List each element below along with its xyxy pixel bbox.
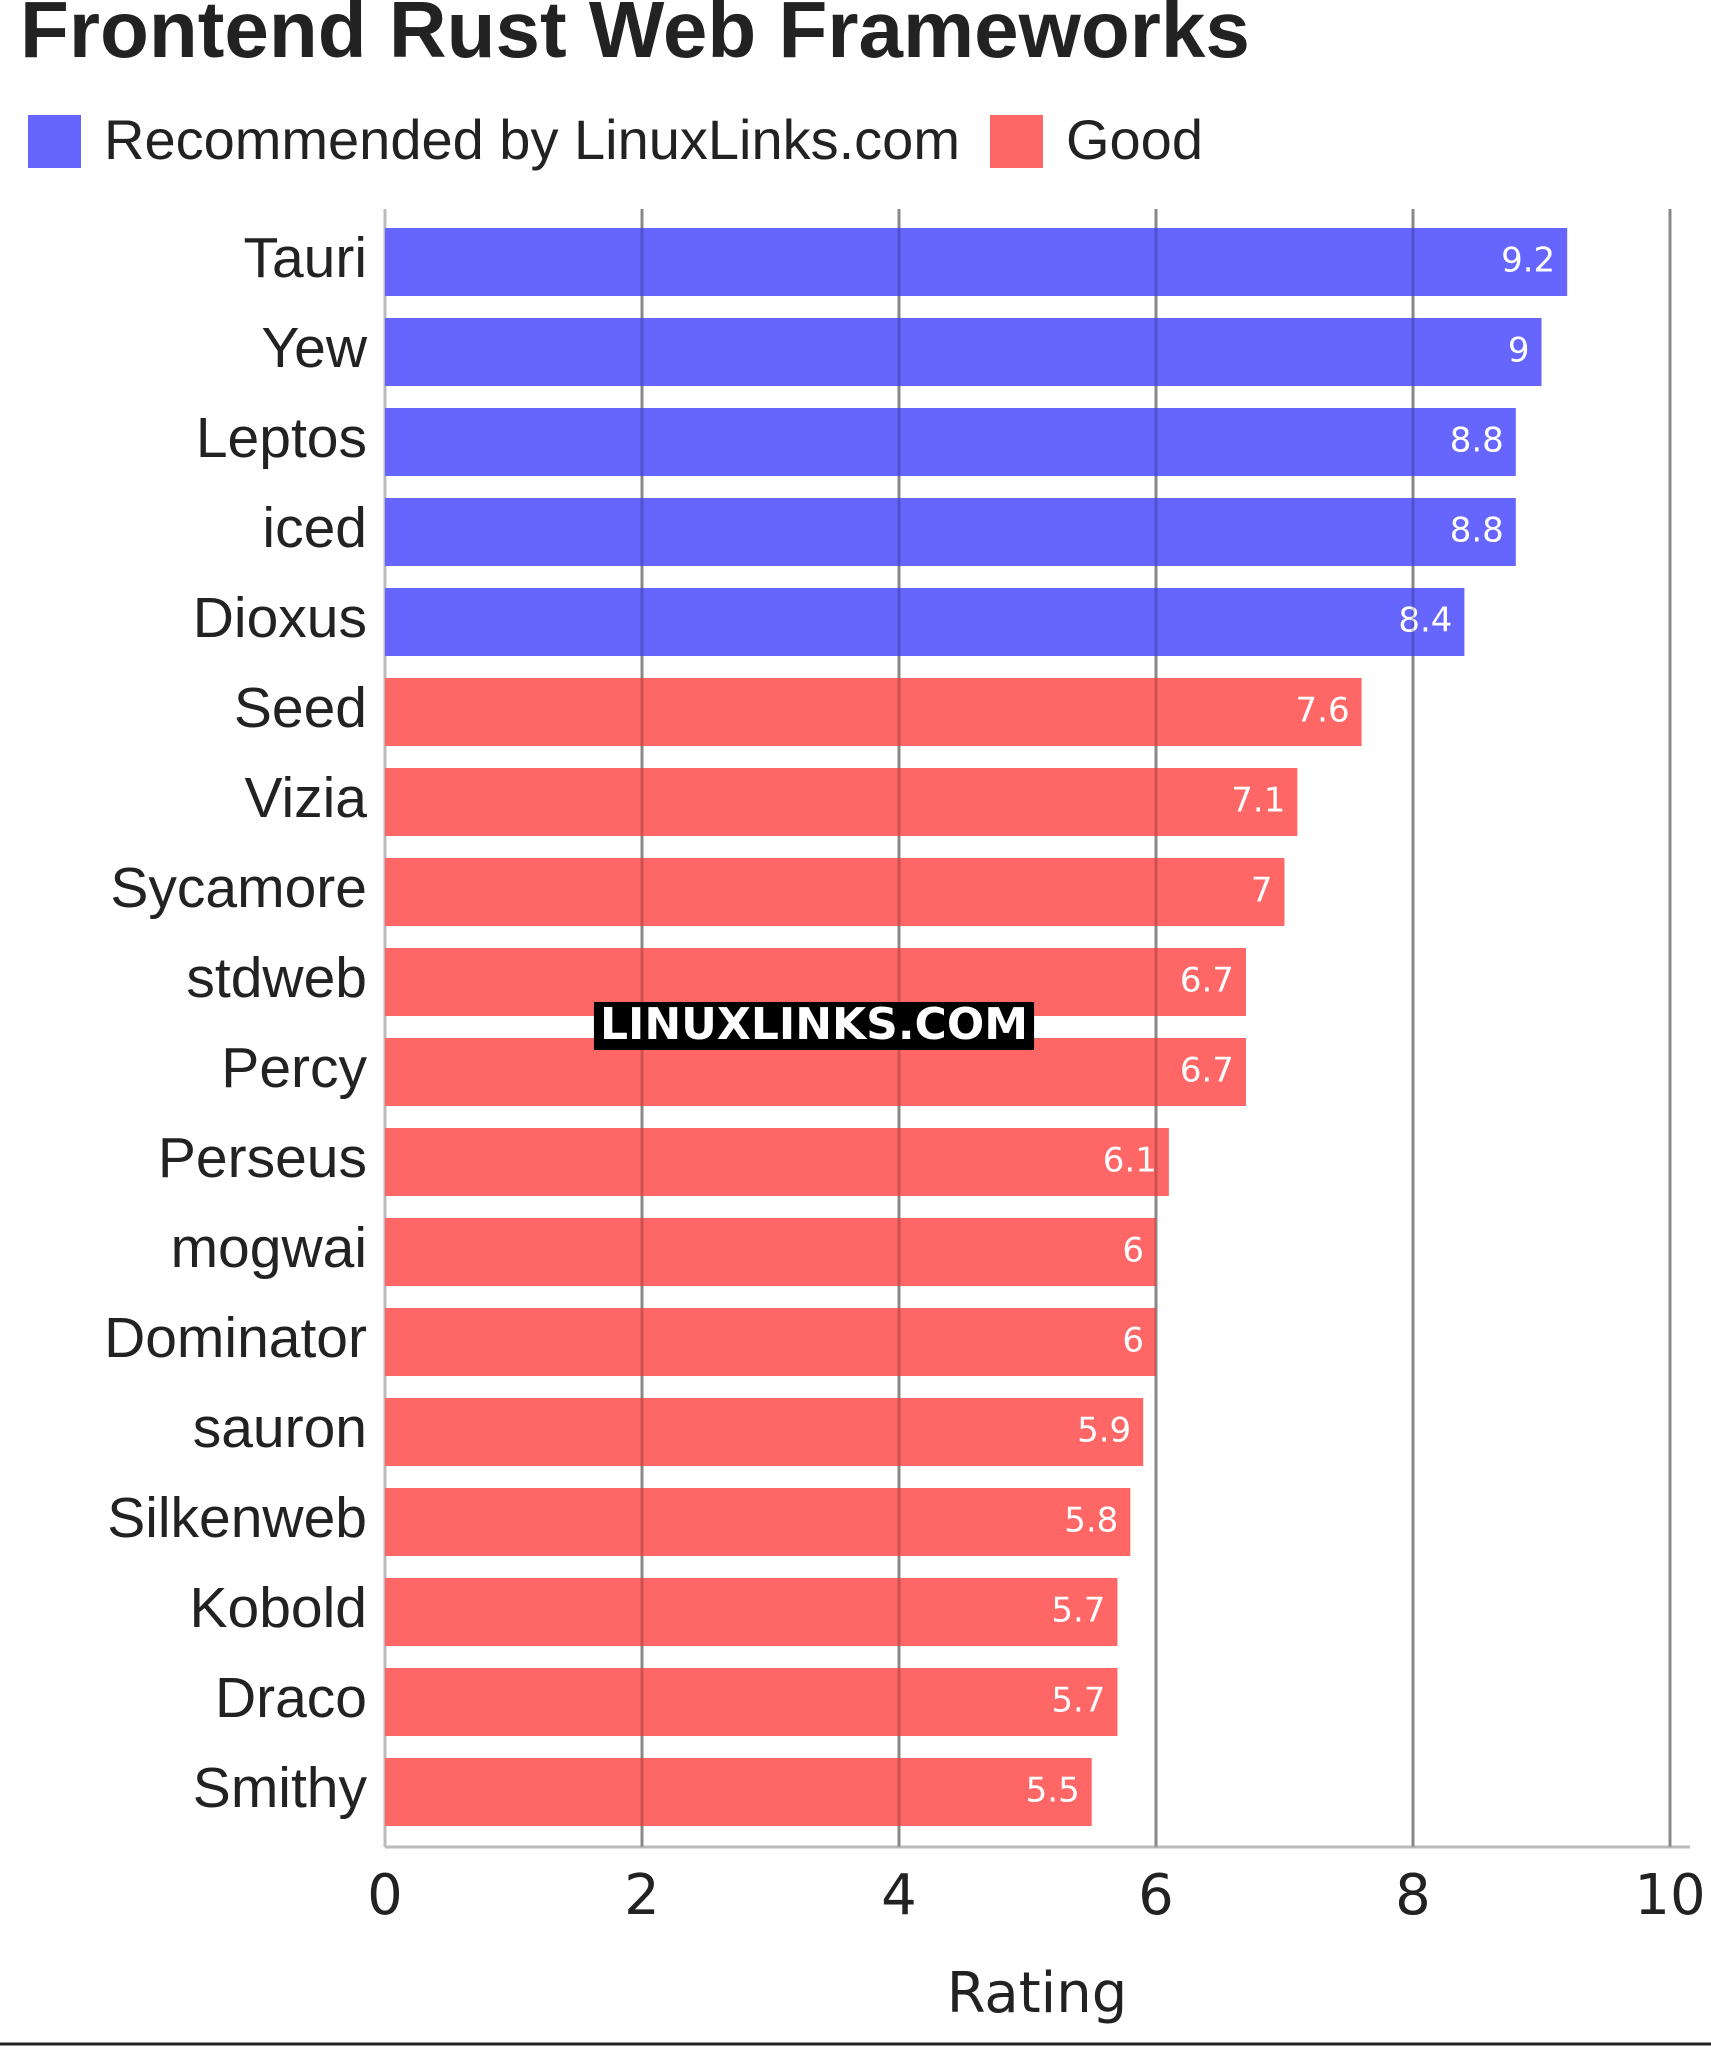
legend-swatch xyxy=(989,115,1043,168)
value-label: 8.8 xyxy=(1450,511,1504,551)
bar xyxy=(385,228,1568,296)
value-label: 7 xyxy=(1251,871,1273,911)
x-tick-label: 8 xyxy=(1395,1863,1431,1928)
y-tick-label: Smithy xyxy=(193,1756,368,1820)
value-label: 6.7 xyxy=(1180,1051,1234,1091)
bar xyxy=(385,498,1516,566)
y-tick-label: Kobold xyxy=(190,1576,368,1640)
y-tick-label: stdweb xyxy=(186,946,367,1010)
x-tick-label: 6 xyxy=(1138,1863,1174,1928)
bar xyxy=(385,1578,1118,1646)
value-label: 9 xyxy=(1508,331,1530,371)
bar xyxy=(385,768,1298,836)
x-tick-label: 2 xyxy=(624,1863,660,1928)
value-label: 9.2 xyxy=(1501,241,1555,281)
y-tick-label: Yew xyxy=(261,316,367,380)
y-tick-label: Leptos xyxy=(196,406,367,470)
bar xyxy=(385,1488,1131,1556)
y-tick-label: Perseus xyxy=(158,1126,367,1190)
bar xyxy=(385,678,1362,746)
value-label: 6.1 xyxy=(1103,1141,1157,1181)
bar xyxy=(385,1758,1092,1826)
value-label: 6.7 xyxy=(1180,961,1234,1001)
y-tick-label: Tauri xyxy=(243,226,367,290)
y-tick-label: iced xyxy=(262,496,367,560)
y-tick-label: sauron xyxy=(193,1396,367,1460)
y-tick-label: Seed xyxy=(234,676,367,740)
y-tick-label: Vizia xyxy=(244,766,367,830)
bar xyxy=(385,1398,1144,1466)
bar xyxy=(385,858,1285,926)
watermark: LINUXLINKS.COM xyxy=(600,999,1028,1050)
value-label: 5.8 xyxy=(1064,1501,1118,1541)
value-label: 5.9 xyxy=(1077,1411,1131,1451)
y-tick-label: Dominator xyxy=(104,1306,367,1370)
value-label: 6 xyxy=(1122,1321,1144,1361)
legend-swatch xyxy=(28,115,81,168)
x-tick-label: 10 xyxy=(1634,1863,1705,1928)
x-axis-label: Rating xyxy=(947,1961,1128,2026)
value-label: 8.4 xyxy=(1398,601,1452,641)
bar xyxy=(385,1308,1156,1376)
y-tick-label: Draco xyxy=(215,1666,367,1730)
value-label: 6 xyxy=(1122,1231,1144,1271)
value-label: 5.5 xyxy=(1026,1771,1080,1811)
x-tick-label: 0 xyxy=(367,1863,403,1928)
bar xyxy=(385,588,1465,656)
value-label: 7.1 xyxy=(1231,781,1285,821)
y-tick-label: Dioxus xyxy=(193,586,367,650)
y-tick-label: Silkenweb xyxy=(107,1486,367,1550)
value-label: 7.6 xyxy=(1296,691,1350,731)
bar xyxy=(385,318,1542,386)
bar xyxy=(385,1668,1118,1736)
bar xyxy=(385,1128,1169,1196)
value-label: 5.7 xyxy=(1051,1591,1105,1631)
chart-title: Frontend Rust Web Frameworks xyxy=(20,0,1250,74)
bar xyxy=(385,408,1516,476)
value-label: 5.7 xyxy=(1051,1681,1105,1721)
legend-label: Good xyxy=(1066,108,1203,171)
x-tick-label: 4 xyxy=(881,1863,917,1928)
y-tick-label: Percy xyxy=(221,1036,367,1100)
legend-label: Recommended by LinuxLinks.com xyxy=(104,108,960,171)
watermark-box xyxy=(593,1002,1035,1050)
y-tick-label: Sycamore xyxy=(110,856,367,920)
value-label: 8.8 xyxy=(1450,421,1504,461)
y-tick-label: mogwai xyxy=(171,1216,367,1280)
bar xyxy=(385,1218,1156,1286)
